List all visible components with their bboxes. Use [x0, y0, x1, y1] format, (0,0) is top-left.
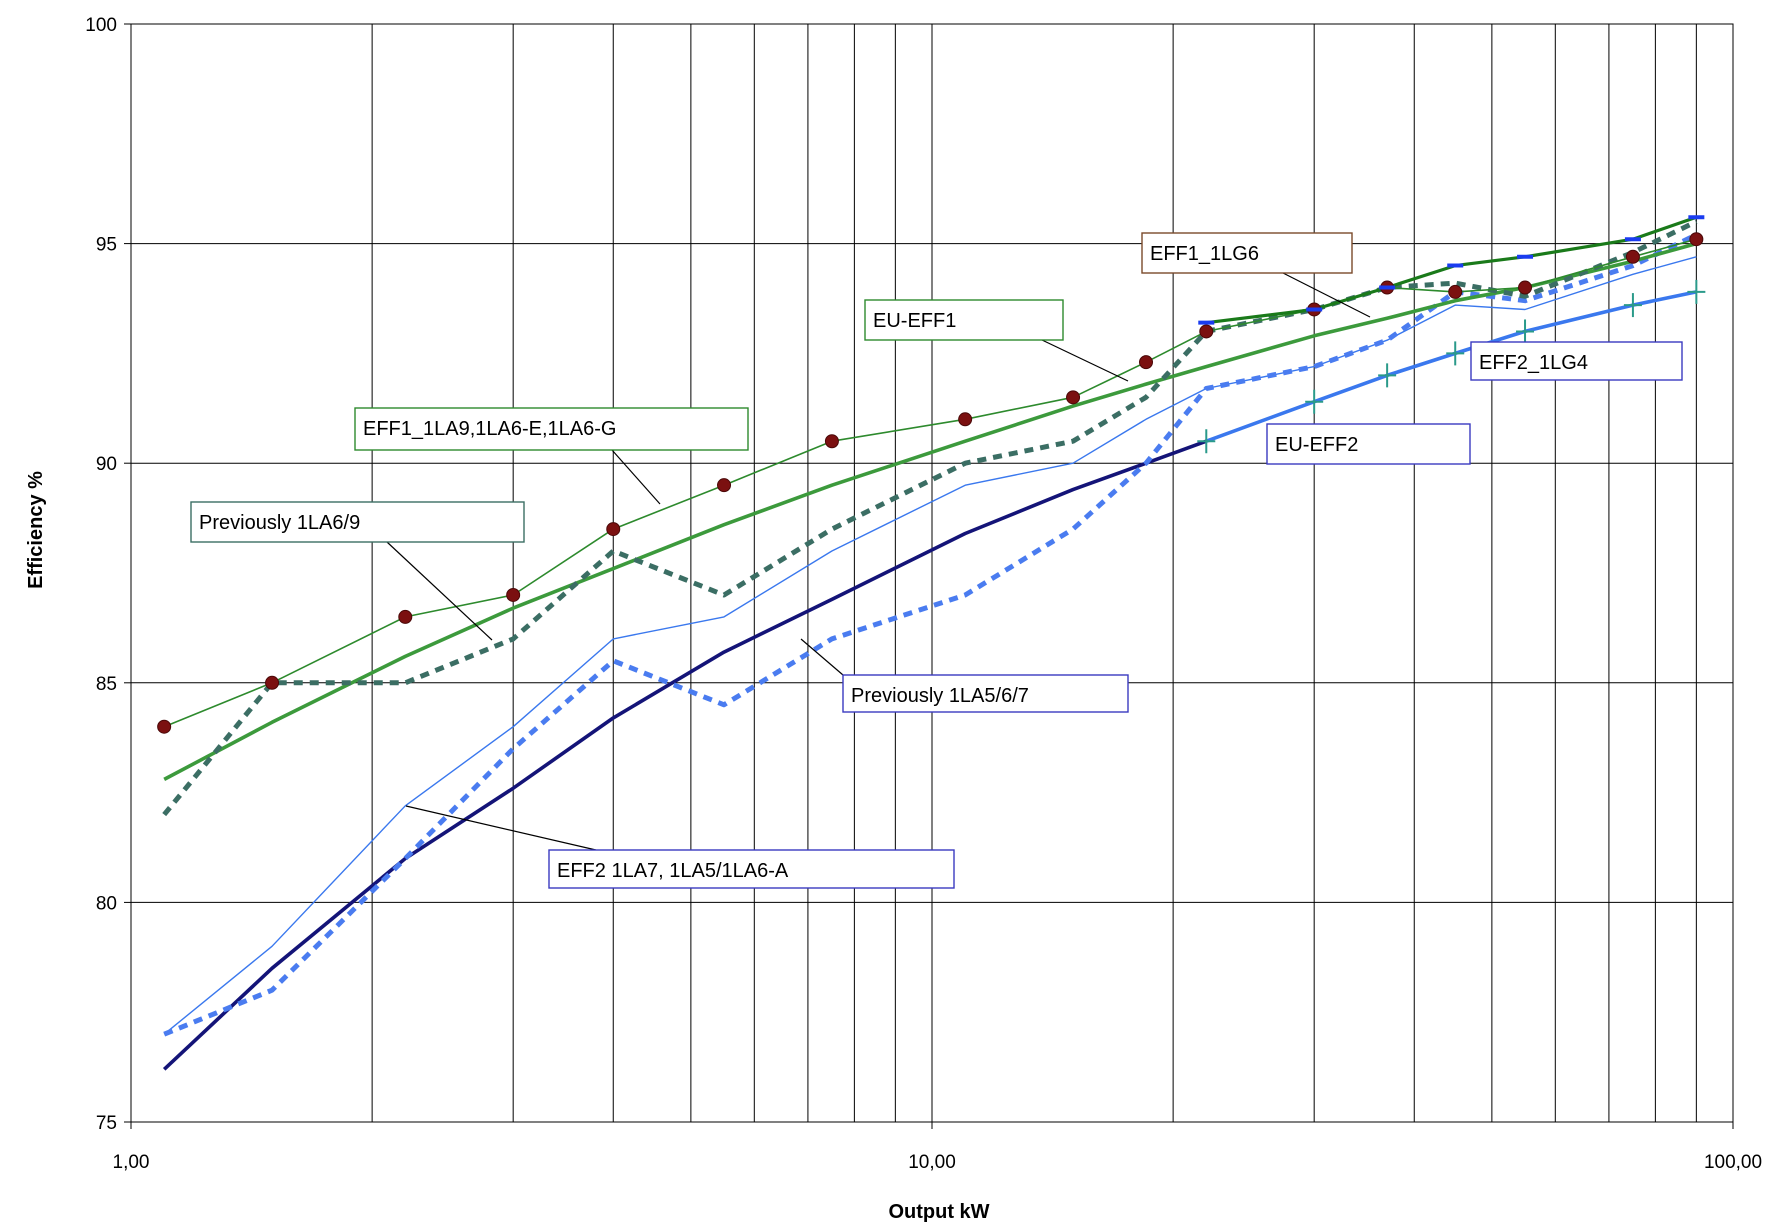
data-point-dot — [958, 412, 973, 427]
callout-leader-line — [611, 449, 661, 505]
x-axis-title: Output kW — [888, 1201, 989, 1223]
y-tick-label: 80 — [96, 893, 117, 914]
y-tick-label: 100 — [85, 15, 117, 36]
callout-leader-line — [386, 541, 493, 641]
series-line-6 — [162, 439, 1207, 1071]
data-point-dot — [265, 675, 280, 690]
callout-layer: EFF1_1LG6 EU-EFF1 EFF1_1LA9,1LA6-E,1LA6-G P… — [190, 232, 1683, 889]
callout-box — [1141, 232, 1353, 274]
series-line-1 — [163, 241, 1697, 781]
callout-leader-line — [1282, 272, 1371, 318]
callout-leader-line — [800, 638, 844, 676]
x-tick-label: 100,00 — [1704, 1152, 1762, 1173]
data-point-dot — [606, 522, 621, 537]
callout-box — [354, 407, 749, 451]
data-point-dot — [1689, 232, 1704, 247]
y-axis-title: Efficiency % — [25, 471, 47, 589]
callout-label: Previously 1LA5/6/7 — [851, 685, 1029, 707]
callout-leader-line — [1041, 339, 1129, 382]
callout-box — [1470, 341, 1683, 381]
y-tick-label: 95 — [96, 235, 117, 256]
callout-box — [864, 299, 1064, 341]
callout-label: EFF2_1LG4 — [1479, 352, 1588, 374]
series-line-2 — [162, 219, 1698, 817]
callout-box — [548, 849, 955, 889]
y-tick-label: 75 — [96, 1113, 117, 1134]
data-point-dot — [1066, 390, 1081, 405]
callout-box — [1266, 423, 1471, 465]
x-tick-label: 10,00 — [908, 1152, 956, 1173]
y-tick-label: 90 — [96, 454, 117, 475]
callout-label: EU-EFF1 — [873, 310, 956, 332]
marker-layer — [157, 215, 1706, 734]
data-point-dot — [1199, 324, 1214, 339]
callout-label: EU-EFF2 — [1275, 434, 1358, 456]
callout-leader-line — [405, 805, 597, 851]
callout-label: EFF1_1LA9,1LA6-E,1LA6-G — [363, 418, 616, 440]
callout-label: Previously 1LA6/9 — [199, 512, 360, 534]
data-point-dot — [1448, 284, 1463, 299]
data-point-dot — [717, 478, 732, 493]
series-line-4 — [163, 256, 1697, 1035]
callout-box — [842, 674, 1129, 713]
data-point-dot — [398, 609, 413, 624]
data-point-dot — [1139, 355, 1154, 370]
data-point-dot — [506, 587, 521, 602]
callout-label: EFF1_1LG6 — [1150, 243, 1259, 265]
callout-box — [190, 501, 525, 543]
y-tick-label: 85 — [96, 674, 117, 695]
data-point-dot — [1518, 280, 1533, 295]
data-point-dot — [1625, 249, 1640, 264]
callout-label: EFF2 1LA7, 1LA5/1LA6-A — [557, 860, 789, 882]
tick-layer: 75 80 85 90 95 100 1,00 10,00 100,00 — [85, 15, 1762, 1173]
data-point-dot — [157, 719, 172, 734]
data-point-dot — [824, 434, 839, 449]
x-tick-label: 1,00 — [113, 1152, 150, 1173]
